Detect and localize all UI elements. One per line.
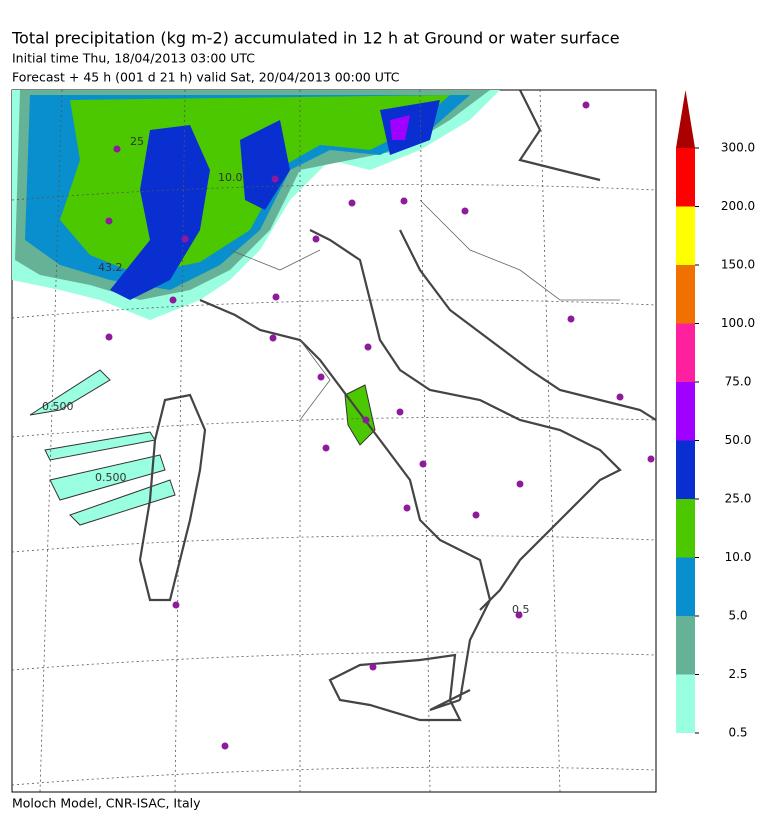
colorbar-label: 10.0 [725, 550, 752, 564]
colorbar-label: 150.0 [721, 258, 755, 272]
colorbar-bin [676, 206, 695, 265]
colorbar-label: 5.0 [728, 609, 747, 623]
contour-label: 0.500 [95, 471, 127, 484]
colorbar-label: 50.0 [725, 433, 752, 447]
colorbar-label: 100.0 [721, 316, 755, 330]
forecast-time: Forecast + 45 h (001 d 21 h) valid Sat, … [12, 70, 400, 85]
contour-label: 43.2 [98, 261, 123, 274]
precip-area [380, 100, 440, 155]
colorbar: 0.5 2.5 5.0 10.0 25.0 50.0 75.0 100.0 150.0 200.0… [676, 90, 755, 740]
coastline [138, 393, 207, 602]
cities [105, 101, 655, 750]
graticule [12, 90, 656, 792]
colorbar-bin [676, 616, 695, 675]
colorbar-label: 0.5 [728, 726, 747, 740]
initial-time: Initial time Thu, 18/04/2013 03:00 UTC [12, 51, 255, 66]
coastline [399, 90, 656, 421]
precip-area [240, 120, 290, 210]
title: Total precipitation (kg m-2) accumulated… [11, 29, 620, 48]
colorbar-bin [676, 557, 695, 616]
colorbar-label: 75.0 [725, 375, 752, 389]
map: 25 10.0 43.2 0.500 0.500 0.5 [11, 89, 657, 793]
colorbar-label: 200.0 [721, 199, 755, 213]
colorbar-bin [676, 382, 695, 441]
colorbar-bin [676, 499, 695, 558]
border [229, 199, 620, 421]
contour-label: 0.5 [512, 603, 530, 616]
precip-area [390, 115, 410, 140]
colorbar-extension [676, 90, 695, 148]
precip-area [44, 431, 176, 526]
colorbar-bin [676, 265, 695, 324]
precip-area [110, 125, 210, 300]
credit: Moloch Model, CNR-ISAC, Italy [12, 796, 201, 811]
colorbar-label: 25.0 [725, 492, 752, 506]
colorbar-label: 2.5 [728, 667, 747, 681]
contour-label: 0.500 [42, 400, 74, 413]
contour-label: 25 [130, 135, 144, 148]
coastline [199, 229, 622, 712]
colorbar-bin [676, 674, 695, 733]
contour-label: 10.0 [218, 171, 243, 184]
precip-area [29, 369, 111, 416]
colorbar-bin [676, 440, 695, 499]
colorbar-bin [676, 148, 695, 207]
colorbar-bin [676, 323, 695, 382]
colorbar-label: 300.0 [721, 141, 755, 155]
coastline [328, 653, 462, 722]
